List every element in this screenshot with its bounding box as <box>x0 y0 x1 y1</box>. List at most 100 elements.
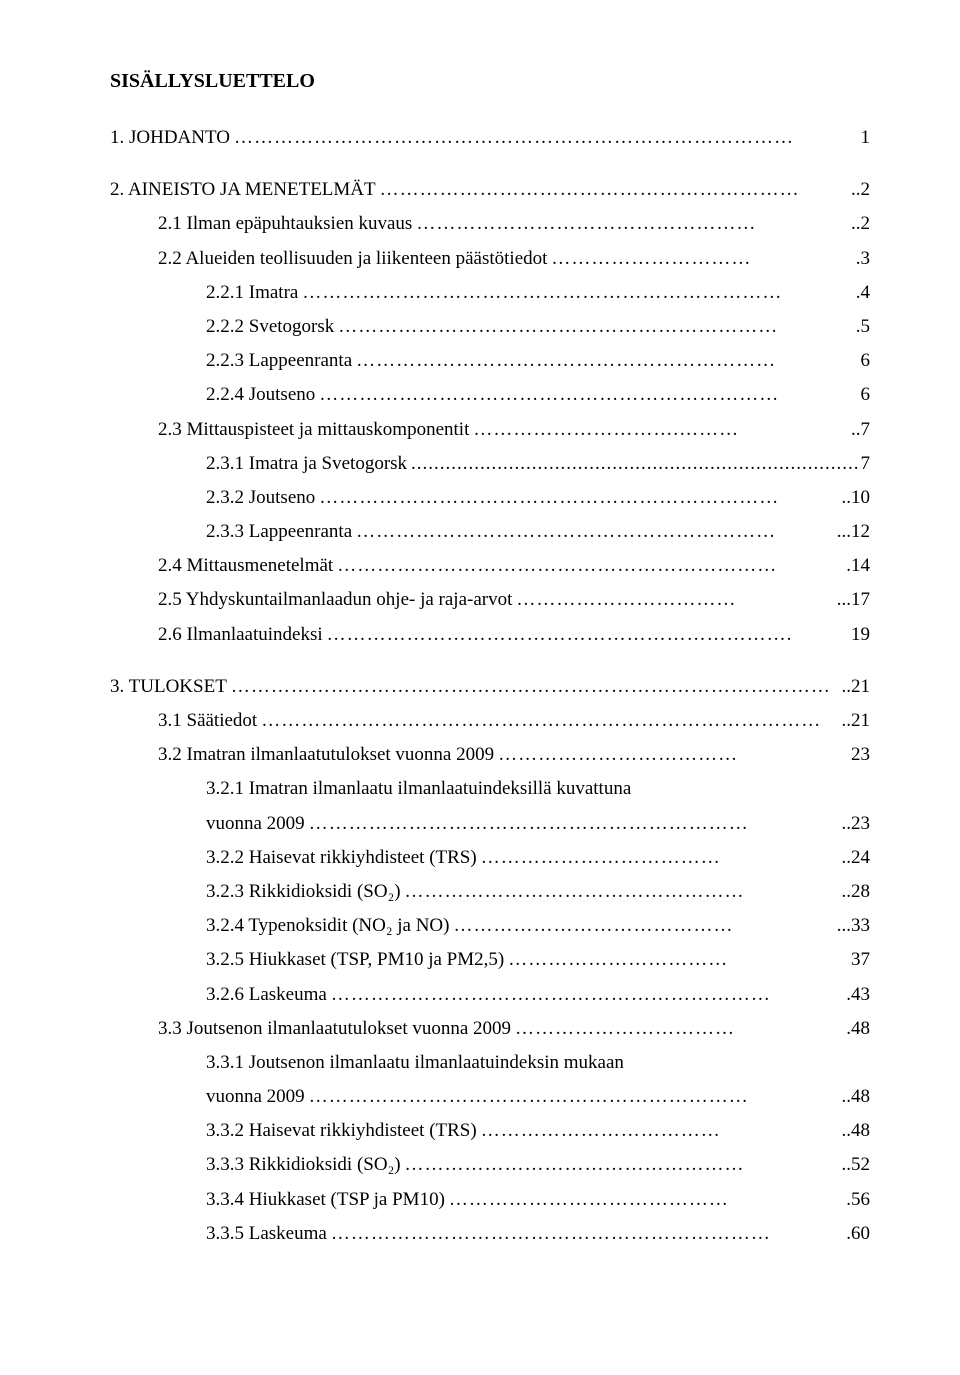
toc-entry-leader: ……………………………………………………… <box>352 344 860 378</box>
toc-entry: 3.2.3 Rikkidioksidi (SO₂)………………………………………… <box>110 875 870 909</box>
toc-entry-label: vuonna 2009 <box>206 1080 305 1114</box>
toc-entry-leader: ………………………………………………………… <box>333 549 846 583</box>
toc-entry-page: .60 <box>846 1217 870 1251</box>
toc-entry-leader: ………………………… <box>547 242 855 276</box>
toc-entry-label: 2. AINEISTO JA MENETELMÄT <box>110 173 376 207</box>
toc-entry-page: ...17 <box>837 583 870 617</box>
toc-entry-label: 3.3.2 Haisevat rikkiyhdisteet (TRS) <box>206 1114 477 1148</box>
toc-entry: 2.3.2 Joutseno……………………………………………………………..1… <box>110 481 870 515</box>
toc-entry-page: .56 <box>846 1183 870 1217</box>
toc-entry-page: 1 <box>861 121 871 155</box>
toc-entry-leader: ………………………………………………………… <box>327 978 846 1012</box>
toc-entry-label: 2.1 Ilman epäpuhtauksien kuvaus <box>158 207 412 241</box>
toc-entry-page: ..10 <box>842 481 871 515</box>
toc-entry-page: ..24 <box>842 841 871 875</box>
toc-entry-leader: ………………………………………………………………………… <box>257 704 841 738</box>
toc-entry-page: .43 <box>846 978 870 1012</box>
toc-entry-leader: ……………………………………………………………. <box>323 618 851 652</box>
toc-entry-page: ..2 <box>851 207 870 241</box>
toc-entry-label: 3.3.3 Rikkidioksidi (SO₂) <box>206 1148 401 1182</box>
toc-entry-label: 3.2.3 Rikkidioksidi (SO₂) <box>206 875 401 909</box>
toc-entry: 3.2 Imatran ilmanlaatutulokset vuonna 20… <box>110 738 870 772</box>
toc-entry: 3.2.5 Hiukkaset (TSP, PM10 ja PM2,5)…………… <box>110 943 870 977</box>
toc-entry-leader: ………………………………………………………… <box>334 310 856 344</box>
toc-entry-leader: …………………………………………… <box>401 875 842 909</box>
toc-entry-label: 3.2.2 Haisevat rikkiyhdisteet (TRS) <box>206 841 477 875</box>
toc-entry-leader: …………………………………… <box>445 1183 846 1217</box>
toc-entry-label: 3.3.5 Laskeuma <box>206 1217 327 1251</box>
toc-entry-leader: ……………………………… <box>494 738 851 772</box>
section-gap <box>110 155 870 173</box>
toc-entry-page: 19 <box>851 618 870 652</box>
toc-entry-leader: ………………………………………………………………………… <box>230 121 861 155</box>
toc-entry: 2.3 Mittauspisteet ja mittauskomponentit… <box>110 413 870 447</box>
toc-entry-page: ..21 <box>842 670 871 704</box>
toc-entry-page: ..7 <box>851 413 870 447</box>
toc-entry-page: ..48 <box>842 1114 871 1148</box>
toc-entry-leader: ........................................… <box>407 447 860 481</box>
toc-entry: 2.1 Ilman epäpuhtauksien kuvaus………………………… <box>110 207 870 241</box>
toc-entry: 3.3.5 Laskeuma………………………………………………………….60 <box>110 1217 870 1251</box>
toc-entry: 2.6 Ilmanlaatuindeksi…………………………………………………… <box>110 618 870 652</box>
toc-entry-leader: ……………………………………………………… <box>352 515 837 549</box>
toc-entry-label: vuonna 2009 <box>206 807 305 841</box>
toc-entry-page: ..23 <box>842 807 871 841</box>
toc-entry-leader: ………………………………………………………… <box>327 1217 846 1251</box>
section-gap <box>110 652 870 670</box>
toc-entry: 2.2.1 Imatra……………………………………………………………….4 <box>110 276 870 310</box>
toc-entry-label: 3.3.4 Hiukkaset (TSP ja PM10) <box>206 1183 445 1217</box>
toc-entry-page: 7 <box>861 447 871 481</box>
toc-entry-label: 3.2.5 Hiukkaset (TSP, PM10 ja PM2,5) <box>206 943 504 977</box>
toc-entry-label: 3.2 Imatran ilmanlaatutulokset vuonna 20… <box>158 738 494 772</box>
toc-entry-leader: …………………………………………………………… <box>315 481 841 515</box>
toc-entry-leader: ……………………………… <box>477 1114 842 1148</box>
toc-title: SISÄLLYSLUETTELO <box>110 70 870 93</box>
toc-entry-page: .4 <box>856 276 870 310</box>
toc-entry-page: ...33 <box>837 909 870 943</box>
toc-entry: 2. AINEISTO JA MENETELMÄT………………………………………… <box>110 173 870 207</box>
toc-entry-leader: ………………………………………………………… <box>305 1080 842 1114</box>
toc-entry: 3.2.1 Imatran ilmanlaatu ilmanlaatuindek… <box>110 772 870 806</box>
toc-entry: 3.1 Säätiedot………………………………………………………………………… <box>110 704 870 738</box>
toc-entry-leader: …………………………………… <box>449 909 836 943</box>
toc-entry-page: .3 <box>856 242 870 276</box>
toc-entry: 3.3.4 Hiukkaset (TSP ja PM10)……………………………… <box>110 1183 870 1217</box>
toc-entry: 2.2 Alueiden teollisuuden ja liikenteen … <box>110 242 870 276</box>
toc-entry-label: 2.4 Mittausmenetelmät <box>158 549 333 583</box>
toc-entry-page: ..48 <box>842 1080 871 1114</box>
toc-entry-page: ..2 <box>851 173 870 207</box>
toc-entry-label: 3.3.1 Joutsenon ilmanlaatu ilmanlaatuind… <box>206 1046 624 1080</box>
toc-entry-leader: …………………………… <box>504 943 851 977</box>
toc-entry-label: 3.3 Joutsenon ilmanlaatutulokset vuonna … <box>158 1012 511 1046</box>
toc-entry: 3.2.6 Laskeuma………………………………………………………….43 <box>110 978 870 1012</box>
toc-entry-page: ...12 <box>837 515 870 549</box>
toc-entry-label: 3.2.4 Typenoksidit (NO₂ ja NO) <box>206 909 449 943</box>
toc-entry-label: 2.6 Ilmanlaatuindeksi <box>158 618 323 652</box>
toc-entry-leader: ……………………………………………………… <box>376 173 851 207</box>
toc-entry-leader: ……………………………………………………………… <box>298 276 855 310</box>
toc-entry-leader: …………………………… <box>511 1012 846 1046</box>
toc-entry: 1. JOHDANTO………………………………………………………………………… … <box>110 121 870 155</box>
toc-entry-page: ..28 <box>842 875 871 909</box>
toc-entry-label: 3.2.1 Imatran ilmanlaatu ilmanlaatuindek… <box>206 772 631 806</box>
toc-entry: 3.2.2 Haisevat rikkiyhdisteet (TRS)……………… <box>110 841 870 875</box>
toc-entry: 3.3 Joutsenon ilmanlaatutulokset vuonna … <box>110 1012 870 1046</box>
toc-entry-page: ..52 <box>842 1148 871 1182</box>
toc-entry-page: 6 <box>861 378 871 412</box>
toc-entry-page: .48 <box>846 1012 870 1046</box>
toc-entry-leader: …………………………………………………………… <box>315 378 860 412</box>
toc-entry-label: 2.3 Mittauspisteet ja mittauskomponentit <box>158 413 469 447</box>
toc-entry-label: 2.2 Alueiden teollisuuden ja liikenteen … <box>158 242 547 276</box>
toc-entry-page: ..21 <box>842 704 871 738</box>
toc-entry: 3.3.3 Rikkidioksidi (SO₂)………………………………………… <box>110 1148 870 1182</box>
toc-entry-label: 3. TULOKSET <box>110 670 227 704</box>
toc-entry-label: 2.3.3 Lappeenranta <box>206 515 352 549</box>
toc-entry-label: 2.2.3 Lappeenranta <box>206 344 352 378</box>
toc-entry: 3.2.4 Typenoksidit (NO₂ ja NO)…………………………… <box>110 909 870 943</box>
toc-entry: 3.3.1 Joutsenon ilmanlaatu ilmanlaatuind… <box>110 1046 870 1080</box>
toc-entry-page: .5 <box>856 310 870 344</box>
toc-entry-label: 2.2.2 Svetogorsk <box>206 310 334 344</box>
toc-entry-label: 3.2.6 Laskeuma <box>206 978 327 1012</box>
toc-entry: 3. TULOKSET……………………………………………………………………………… <box>110 670 870 704</box>
toc-entry-page: 23 <box>851 738 870 772</box>
